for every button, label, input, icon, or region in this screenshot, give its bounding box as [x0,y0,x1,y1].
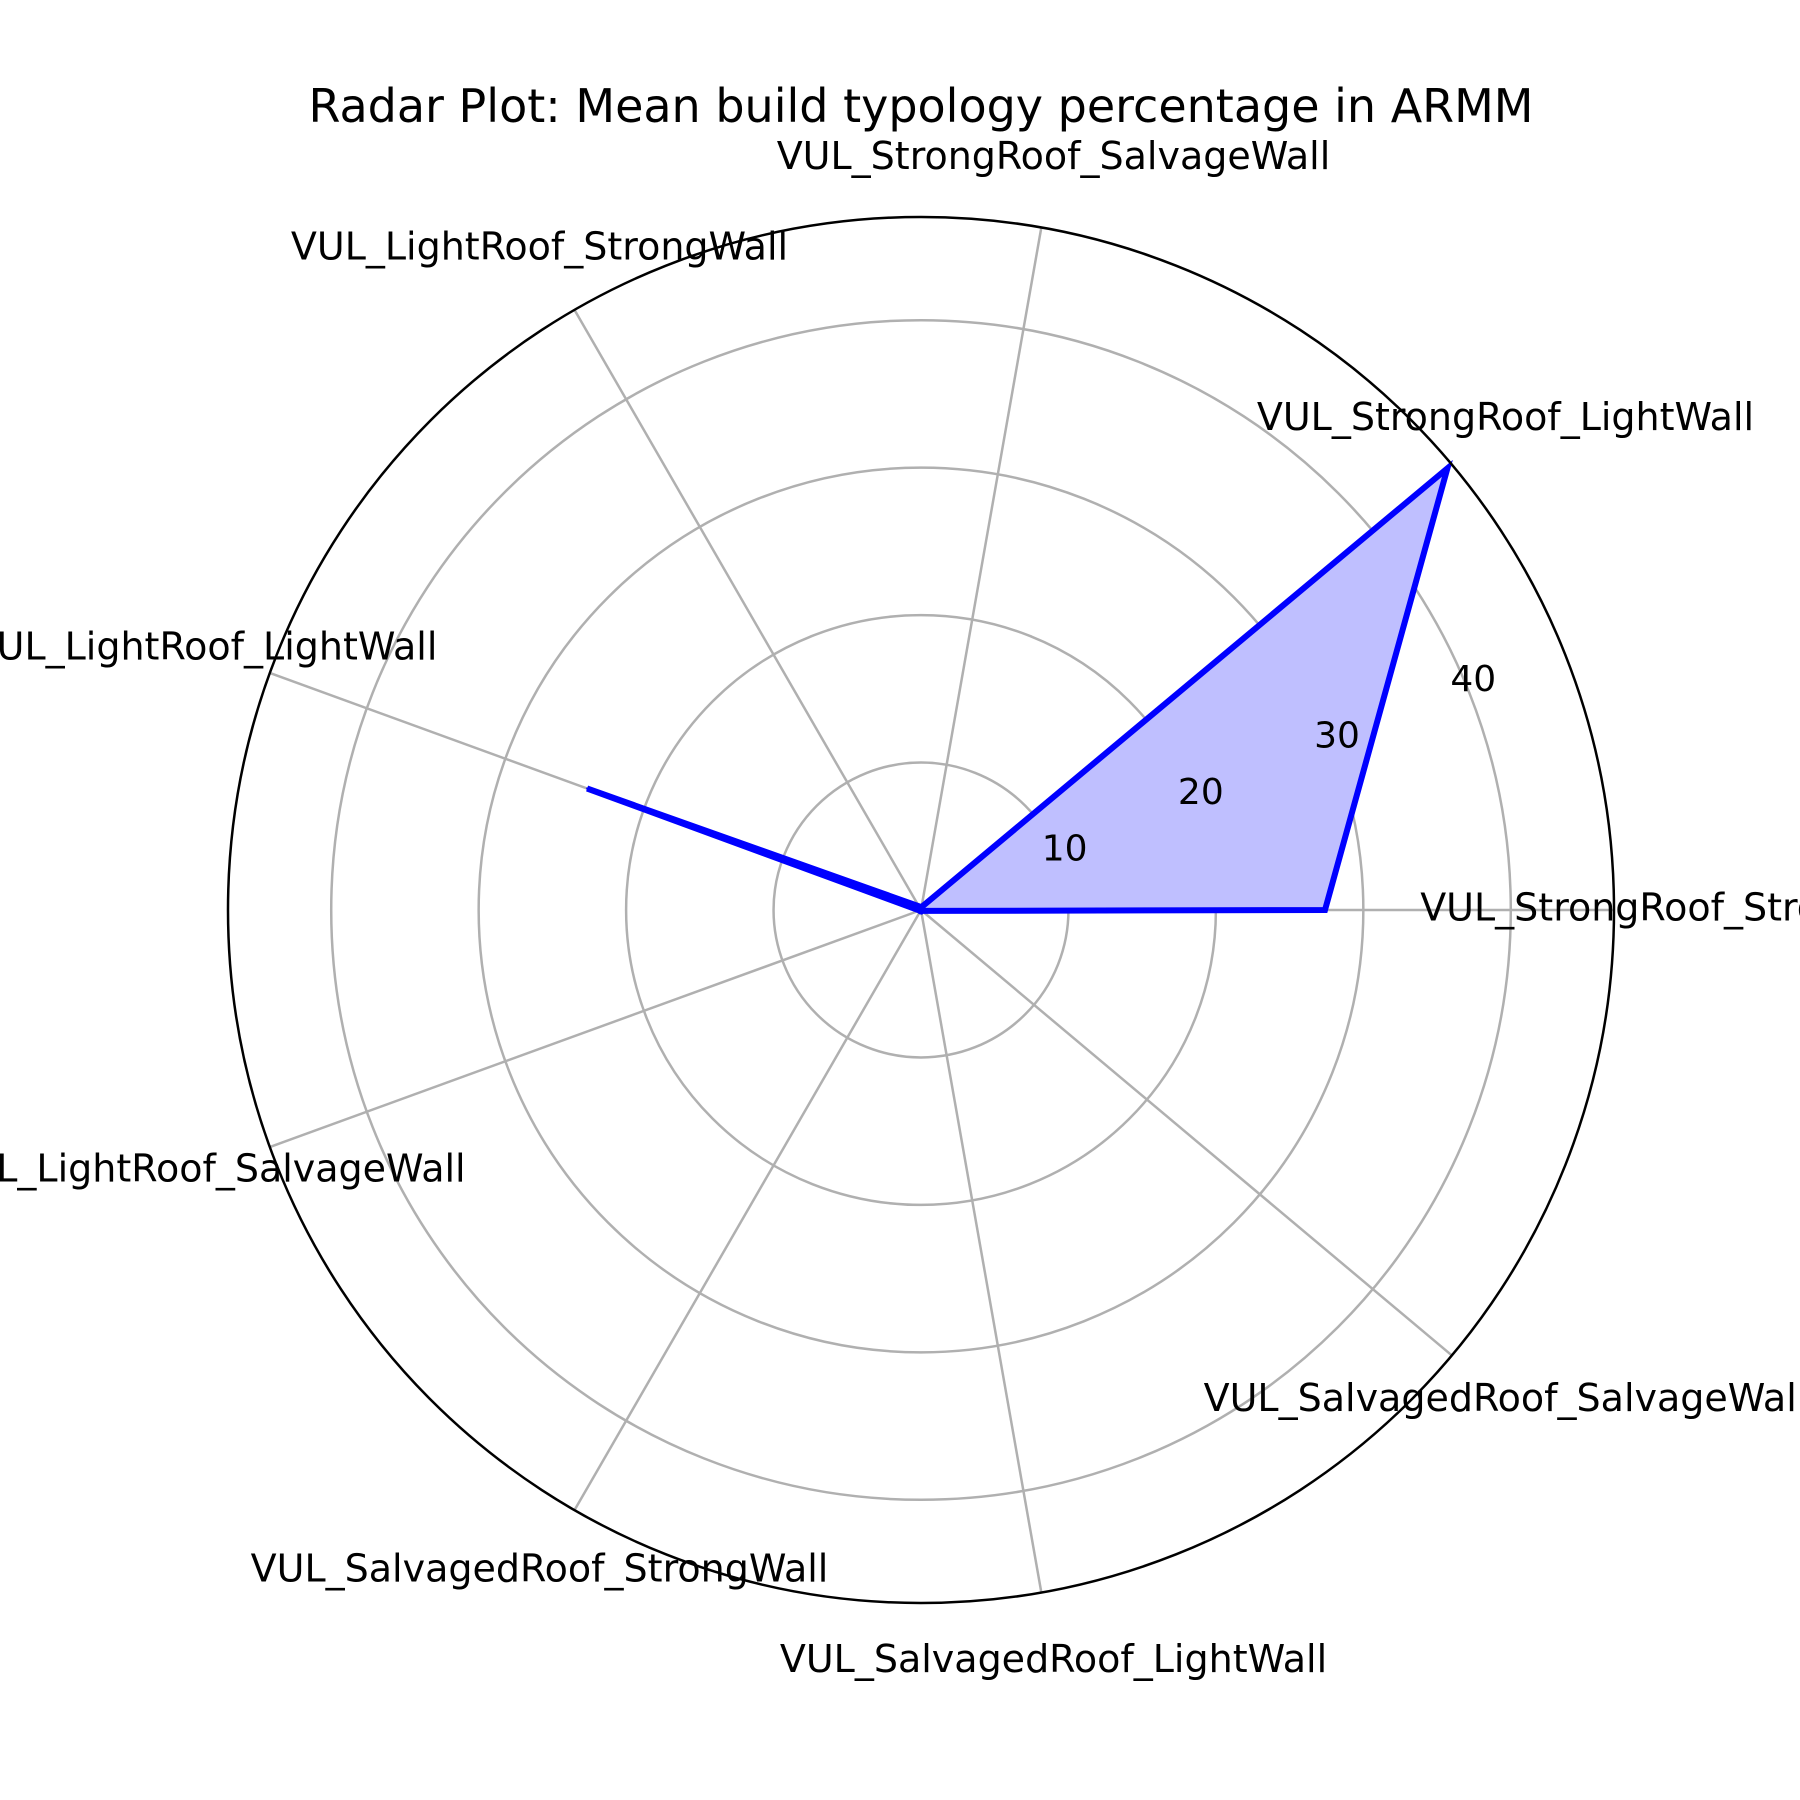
radar-frame [226,215,1616,1605]
tick-label-20: 20 [1178,772,1224,813]
spoke-4 [573,309,923,911]
category-label-8: VUL_SalvagedRoof_LightWall [780,1637,1327,1681]
tick-label-40: 40 [1450,659,1496,700]
series-area [587,468,1448,912]
category-label-7: VUL_SalvagedRoof_StrongWall [251,1546,829,1590]
data-point-9 [921,909,924,912]
data-point-5 [586,787,589,790]
spoke-7 [573,909,923,1511]
category-label-5: VUL_LightRoof_LightWall [0,625,437,669]
tick-label-30: 30 [1314,716,1360,757]
category-label-4: VUL_LightRoof_StrongWall [291,225,788,269]
data-point-1 [1324,909,1327,911]
tick-label-10: 10 [1042,829,1088,870]
series-layer [586,459,1453,915]
category-label-3: VUL_StrongRoof_SalvageWall [777,134,1331,178]
data-point-4 [917,905,920,908]
category-label-1: VUL_StrongRoof_StrongWall [1420,886,1800,930]
category-label-9: VUL_SalvagedRoof_SalvageWall [1204,1376,1800,1420]
data-point-2 [1446,467,1449,470]
chart-title: Radar Plot: Mean build typology percenta… [309,79,1534,133]
category-label-2: VUL_StrongRoof_LightWall [1257,395,1754,439]
category-label-6: VUL_LightRoof_SalvageWall [0,1146,466,1190]
outer-frame [226,215,1616,1605]
spoke-6 [269,908,922,1149]
category-labels: VUL_StrongRoof_StrongWall VUL_StrongRoof_… [0,134,1800,1681]
spoke-3 [919,227,1043,911]
spoke-9 [920,909,1453,1357]
data-point-3 [920,906,923,909]
spoke-8 [919,909,1043,1593]
radial-tick-labels: 10 20 30 40 [1042,659,1496,869]
